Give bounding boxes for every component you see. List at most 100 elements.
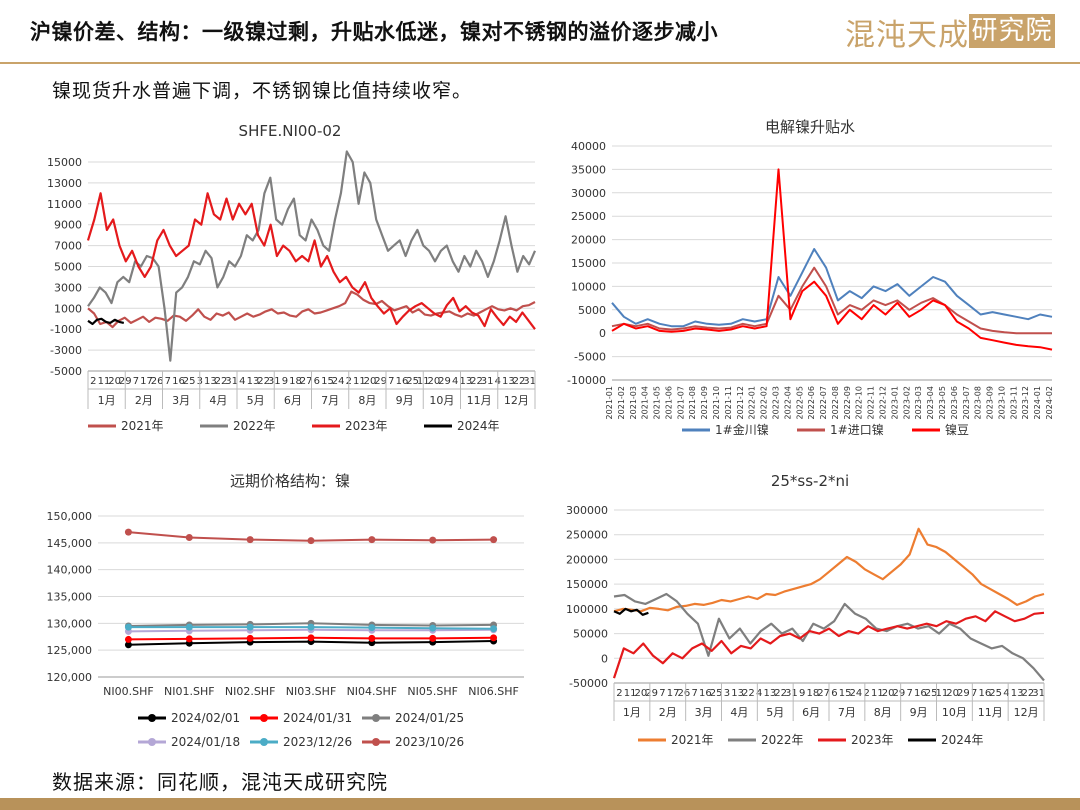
x-tick-label: 25 [183, 376, 196, 387]
x-tick-label: 2022-12 [879, 386, 888, 419]
x-tick-label: 6 [314, 376, 320, 387]
x-tick-label: 2022-02 [760, 386, 769, 419]
series-line-1 [611, 248, 1053, 328]
x-tick-label: 2021-09 [700, 386, 709, 419]
y-tick-label: 35000 [571, 163, 606, 176]
x-tick-label: 2021-06 [664, 386, 673, 419]
month-label: 12月 [504, 394, 529, 407]
x-tick-label: 29 [893, 688, 906, 699]
y-tick-label: 0 [599, 327, 606, 340]
x-tick-label: 13 [459, 376, 472, 387]
x-tick-label: 2022-08 [831, 386, 840, 419]
x-tick-label: 24 [332, 376, 345, 387]
series-point [246, 623, 254, 631]
series-point [429, 624, 437, 632]
x-tick-label: 2023-11 [1009, 386, 1018, 419]
y-tick-label: 25000 [571, 210, 606, 223]
y-tick-label: 130,000 [47, 617, 93, 630]
legend-label: 2023/12/26 [283, 735, 352, 749]
x-tick-label: 2022-03 [771, 386, 780, 419]
x-tick-label: 2021-10 [712, 386, 721, 419]
month-label: 3月 [695, 706, 713, 719]
y-tick-label: 0 [601, 652, 608, 665]
y-tick-label: -5000 [50, 365, 82, 378]
legend-marker [148, 714, 156, 722]
series-point [124, 641, 132, 649]
x-tick-label: 11 [624, 688, 637, 699]
y-tick-label: 150,000 [47, 510, 93, 523]
x-tick-label: 20 [108, 376, 121, 387]
x-tick-label: 2022-09 [843, 386, 852, 419]
x-tick-label: 13 [204, 376, 217, 387]
series-point [490, 634, 498, 642]
month-label: 7月 [321, 394, 339, 407]
x-tick-label: 2023-04 [926, 386, 935, 419]
series-point [185, 533, 193, 541]
x-tick-label: 13 [502, 376, 515, 387]
legend-marker [372, 738, 380, 746]
series-line-4 [613, 607, 649, 616]
y-tick-label: 140,000 [47, 564, 93, 577]
y-tick-label: -50000 [569, 677, 608, 690]
series-point [124, 623, 132, 631]
chart-4-title: 25*ss-2*ni [770, 472, 850, 490]
legend-label: 2023年 [851, 733, 894, 747]
y-tick-label: 50000 [573, 628, 608, 641]
x-tick-label: 22 [513, 376, 526, 387]
x-tick-label: 4 [1003, 688, 1009, 699]
month-label: 8月 [874, 706, 892, 719]
y-tick-label: 1000 [54, 302, 82, 315]
x-tick-label: 2 [616, 688, 622, 699]
series-point [307, 634, 315, 642]
series-line-2 [87, 150, 537, 362]
series-point [429, 634, 437, 642]
month-label: 11月 [978, 706, 1003, 719]
legend-label: 2024/01/18 [171, 735, 240, 749]
x-category-label: NI06.SHF [468, 685, 519, 698]
month-label: 11月 [467, 394, 492, 407]
x-tick-label: 7 [691, 688, 697, 699]
month-label: 3月 [172, 394, 190, 407]
series-line-2 [611, 266, 1052, 335]
month-label: 2月 [135, 394, 153, 407]
y-tick-label: 15000 [571, 257, 606, 270]
series-point [429, 536, 437, 544]
x-tick-label: 29 [374, 376, 387, 387]
x-tick-label: 2023-01 [890, 386, 899, 419]
month-label: 5月 [247, 394, 265, 407]
x-tick-label: 2023-12 [1021, 386, 1030, 419]
page-subtitle: 镍现货升水普遍下调，不锈钢镍比值持续收窄。 [52, 80, 473, 102]
x-tick-label: 4 [452, 376, 458, 387]
x-tick-label: 7 [971, 688, 977, 699]
x-tick-label: 31 [481, 376, 494, 387]
x-tick-label: 2023-06 [950, 386, 959, 419]
chart-2-title: 电解镍升贴水 [764, 118, 855, 136]
series-line-3 [611, 168, 1053, 351]
series-point [185, 623, 193, 631]
x-tick-label: 2021-12 [736, 386, 745, 419]
x-category-label: NI04.SHF [347, 685, 398, 698]
month-label: 10月 [429, 394, 454, 407]
legend-label: 1#进口镍 [830, 423, 884, 437]
legend-label: 2021年 [121, 419, 164, 433]
series-point [368, 634, 376, 642]
x-tick-label: 3 [724, 688, 730, 699]
x-tick-label: 25 [406, 376, 419, 387]
series-point [368, 624, 376, 632]
month-label: 4月 [730, 706, 748, 719]
y-tick-label: 120,000 [47, 671, 93, 684]
y-tick-label: 135,000 [47, 591, 93, 604]
legend-marker [260, 738, 268, 746]
x-tick-label: 13 [247, 376, 260, 387]
legend-label: 镍豆 [945, 423, 969, 437]
x-tick-label: 2021-05 [653, 386, 662, 419]
y-tick-label: -1000 [50, 323, 82, 336]
x-tick-label: 2023-05 [938, 386, 947, 419]
x-tick-label: 2022-11 [867, 386, 876, 419]
x-tick-label: 2023-03 [914, 386, 923, 419]
x-tick-label: 27 [300, 376, 313, 387]
month-label: 10月 [942, 706, 967, 719]
legend-marker [148, 738, 156, 746]
x-tick-label: 15 [839, 688, 852, 699]
chart-4-ss-ni-ratio: 300000 250000 200000 150000 100000 50000 0 -500… [566, 504, 1045, 747]
